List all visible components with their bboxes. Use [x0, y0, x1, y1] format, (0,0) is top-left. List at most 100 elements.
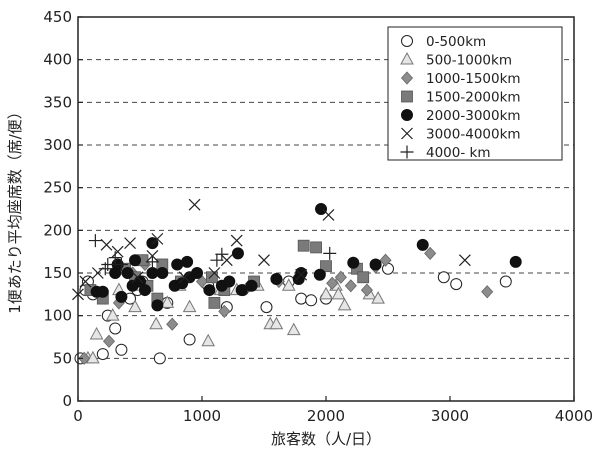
data-point-s0-19	[295, 292, 308, 305]
data-point-s2-5	[166, 317, 179, 331]
data-point-s2-0	[78, 351, 91, 365]
data-point-s4-20	[203, 284, 216, 297]
data-point-s2-13	[360, 283, 373, 297]
legend: 0-500km 500-1000km 1000-1500km 1500-2000km 2…	[387, 26, 563, 161]
data-point-s4-19	[191, 267, 204, 279]
data-point-s4-12	[151, 299, 164, 312]
data-point-s0-25	[499, 275, 512, 288]
data-point-s6-8	[323, 246, 337, 260]
data-point-s4-34	[509, 255, 522, 268]
y-tick-label-200: 200	[43, 221, 72, 239]
data-point-s2-12	[344, 279, 357, 293]
legend-marker-0	[401, 35, 413, 47]
data-point-s1-16	[269, 316, 284, 330]
data-point-s4-24	[235, 284, 248, 297]
data-point-s5-5	[124, 237, 137, 250]
y-axis-label: 1便あたり平均座席数（席/便）	[6, 104, 24, 314]
data-point-s1-10	[182, 299, 197, 313]
data-point-s5-16	[322, 209, 335, 221]
data-point-s2-16	[424, 246, 437, 260]
data-point-s4-5	[121, 267, 134, 279]
data-point-s4-23	[231, 247, 244, 260]
data-point-s4-17	[181, 255, 194, 268]
x-tick-label-3000: 3000	[431, 407, 469, 425]
data-point-s3-10	[208, 296, 221, 309]
data-point-s0-20	[305, 294, 318, 307]
data-point-s5-9	[178, 271, 191, 284]
data-point-s3-14	[310, 241, 322, 254]
data-point-s5-15	[295, 268, 308, 281]
y-tick-label-50: 50	[53, 349, 72, 367]
data-point-s6-6	[210, 253, 224, 267]
data-point-s2-17	[481, 285, 494, 299]
data-point-s1-1	[86, 350, 100, 364]
data-point-s4-25	[245, 279, 258, 292]
data-point-s5-17	[458, 254, 471, 267]
data-point-s3-13	[297, 239, 310, 252]
legend-marker-6	[400, 145, 414, 159]
data-point-s1-18	[286, 322, 301, 336]
data-point-s4-7	[129, 254, 142, 267]
legend-label-3: 1500-2000km	[426, 90, 521, 106]
legend-label-6: 4000- km	[426, 145, 491, 161]
data-point-s5-11	[208, 267, 221, 279]
data-point-s0-24	[450, 278, 463, 291]
data-point-s4-33	[416, 238, 429, 251]
data-point-s4-13	[156, 267, 169, 279]
data-point-s0-4	[96, 348, 109, 361]
data-point-s4-10	[146, 267, 159, 279]
data-point-s5-8	[151, 232, 164, 245]
legend-label-4: 2000-3000km	[426, 108, 521, 124]
data-point-s4-15	[171, 258, 184, 271]
data-point-s0-17	[260, 301, 273, 314]
y-tick-label-300: 300	[43, 136, 72, 154]
data-point-s4-29	[313, 268, 326, 281]
x-tick-label-2000: 2000	[307, 407, 345, 425]
legend-marker-2	[400, 71, 414, 85]
legend-marker-5	[401, 127, 413, 140]
data-point-s5-13	[230, 234, 243, 247]
data-point-s2-11	[334, 270, 347, 284]
data-point-s4-31	[347, 256, 360, 269]
y-tick-label-250: 250	[43, 179, 72, 197]
data-point-s4-28	[295, 267, 308, 279]
data-point-s2-15	[379, 253, 392, 267]
legend-label-2: 1000-1500km	[426, 71, 521, 87]
data-point-s0-11	[153, 352, 166, 365]
data-point-s4-22	[223, 275, 236, 288]
data-point-s0-13	[183, 333, 196, 346]
x-tick-label-4000: 4000	[555, 407, 593, 425]
data-point-s4-1	[96, 285, 109, 298]
data-point-s0-23	[437, 271, 450, 284]
legend-label-1: 500-1000km	[426, 53, 512, 69]
axis-ticks: 0 50 100 150 200 250 300 350 400 450 0 1000 2000 3000…	[43, 8, 593, 425]
y-tick-label-150: 150	[43, 264, 72, 282]
data-point-s3-15	[320, 260, 332, 273]
data-point-s6-5	[145, 255, 159, 269]
data-point-s3-17	[357, 271, 370, 284]
data-point-s6-2	[101, 257, 115, 271]
data-point-s1-11	[201, 333, 216, 347]
data-point-s0-7	[115, 343, 128, 356]
y-tick-label-450: 450	[43, 8, 72, 26]
data-point-s1-3	[105, 308, 120, 321]
data-point-s1-2	[89, 326, 104, 340]
data-point-s5-4	[111, 245, 124, 258]
legend-label-0: 0-500km	[426, 34, 486, 50]
legend-marker-3	[401, 90, 413, 103]
data-point-s4-26	[270, 272, 283, 285]
x-tick-label-0: 0	[73, 407, 83, 425]
data-point-s3-9	[206, 271, 218, 284]
data-point-s6-0	[88, 234, 102, 248]
legend-label-5: 3000-4000km	[426, 127, 521, 143]
data-point-s4-9	[138, 284, 151, 297]
data-point-s5-3	[100, 238, 113, 251]
legend-marker-1	[400, 51, 414, 65]
y-tick-label-400: 400	[43, 51, 72, 69]
data-point-s4-32	[369, 258, 382, 271]
data-point-s5-10	[188, 198, 201, 211]
data-point-s6-7	[215, 247, 229, 261]
data-point-s1-19	[319, 286, 333, 300]
data-point-s5-6	[131, 271, 144, 284]
